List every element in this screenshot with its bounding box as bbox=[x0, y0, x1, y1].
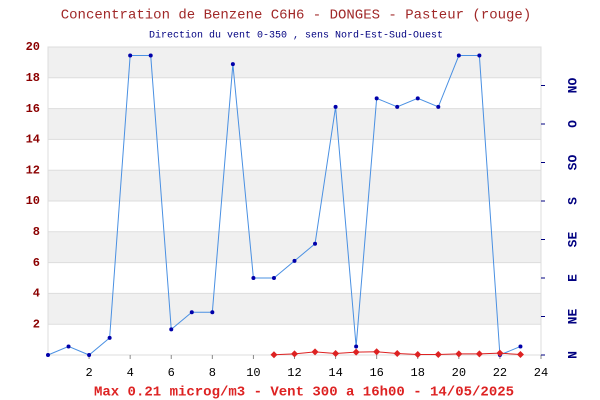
grid-band bbox=[48, 231, 541, 263]
series-line bbox=[47, 55, 521, 356]
point bbox=[270, 351, 278, 359]
y2-tick-label: E bbox=[565, 274, 580, 282]
point bbox=[128, 53, 133, 58]
y2-tick-label: S bbox=[565, 197, 580, 205]
y-tick-label: 20 bbox=[26, 40, 40, 54]
point bbox=[434, 351, 442, 359]
y-tick-label: 14 bbox=[26, 133, 40, 147]
point bbox=[516, 351, 524, 359]
x-tick-label: 18 bbox=[411, 366, 425, 380]
point bbox=[107, 335, 112, 340]
x-tick-label: 24 bbox=[534, 366, 548, 380]
point bbox=[271, 276, 276, 280]
x-tick-label: 16 bbox=[369, 366, 383, 380]
point bbox=[169, 327, 174, 332]
point bbox=[251, 276, 256, 280]
y-tick-label: 4 bbox=[33, 287, 40, 301]
y-tick-label: 2 bbox=[33, 317, 40, 331]
y-tick-label: 8 bbox=[33, 225, 40, 239]
point bbox=[354, 344, 359, 349]
y2-tick-label: NO bbox=[565, 78, 580, 94]
x-tick-label: 12 bbox=[287, 366, 301, 380]
point bbox=[475, 350, 483, 358]
x-tick-label: 20 bbox=[452, 366, 466, 380]
chart-footer: Max 0.21 microg/m3 - Vent 300 a 16h00 - … bbox=[94, 385, 514, 400]
point bbox=[311, 348, 319, 356]
x-tick-label: 8 bbox=[209, 366, 216, 380]
point bbox=[66, 344, 71, 349]
point bbox=[395, 104, 400, 109]
point bbox=[332, 349, 340, 357]
chart-title: Concentration de Benzene C6H6 - DONGES -… bbox=[61, 8, 531, 24]
point bbox=[436, 104, 441, 109]
y-tick-label: 6 bbox=[33, 256, 40, 270]
x-tick-label: 22 bbox=[493, 366, 507, 380]
x-tick-label: 6 bbox=[168, 366, 175, 380]
point bbox=[210, 310, 215, 315]
point bbox=[292, 258, 297, 263]
point bbox=[87, 353, 92, 357]
y2-tick-label: NE bbox=[565, 309, 580, 325]
y2-tick-label: SO bbox=[565, 155, 580, 171]
x-tick-label: 4 bbox=[127, 366, 134, 380]
chart-subtitle: Direction du vent 0-350 , sens Nord-Est-… bbox=[149, 30, 443, 42]
y-tick-label: 10 bbox=[26, 194, 40, 208]
point bbox=[373, 348, 381, 356]
point bbox=[148, 53, 153, 58]
point bbox=[414, 351, 422, 359]
y2-tick-label: N bbox=[565, 351, 580, 359]
point bbox=[393, 349, 401, 357]
point bbox=[291, 350, 298, 358]
point bbox=[333, 104, 338, 109]
point bbox=[456, 53, 461, 58]
point bbox=[352, 348, 360, 356]
point bbox=[313, 241, 318, 246]
grid-band bbox=[48, 293, 541, 325]
point bbox=[46, 353, 50, 357]
point bbox=[518, 344, 523, 349]
y-tick-label: 18 bbox=[26, 71, 40, 85]
grid-band bbox=[48, 47, 541, 78]
point bbox=[496, 349, 504, 357]
y-tick-label: 12 bbox=[26, 163, 40, 177]
x-tick-label: 14 bbox=[328, 366, 342, 380]
point bbox=[415, 96, 420, 101]
grid-band bbox=[48, 108, 541, 140]
point bbox=[455, 350, 463, 358]
grid-band bbox=[48, 170, 541, 201]
y-tick-label: 16 bbox=[26, 102, 40, 116]
point bbox=[477, 53, 482, 58]
y2-tick-label: SE bbox=[565, 232, 580, 248]
point bbox=[189, 310, 194, 315]
point bbox=[374, 96, 379, 101]
y2-tick-label: O bbox=[565, 120, 580, 128]
point bbox=[230, 62, 235, 67]
x-tick-label: 2 bbox=[85, 366, 92, 380]
x-tick-label: 10 bbox=[246, 366, 260, 380]
